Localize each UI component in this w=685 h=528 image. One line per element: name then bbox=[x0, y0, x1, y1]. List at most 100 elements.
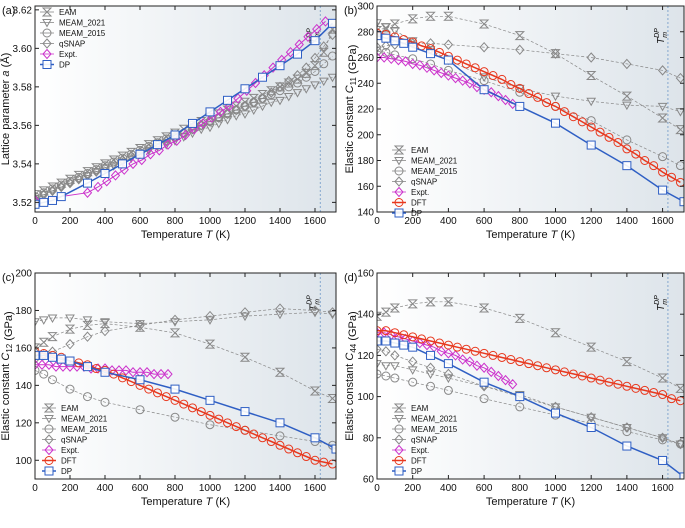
legend-label: Expt. bbox=[59, 50, 77, 59]
data-point-expt bbox=[377, 52, 382, 63]
data-point-dp bbox=[170, 130, 180, 140]
data-point-dp bbox=[205, 107, 215, 117]
data-point-dft bbox=[631, 149, 641, 159]
y-tick-label: 120 bbox=[15, 418, 32, 429]
x-tick-label: 600 bbox=[476, 483, 493, 494]
data-point-dft bbox=[586, 122, 596, 132]
data-point-dft bbox=[622, 144, 632, 154]
data-point-expt bbox=[436, 346, 446, 357]
data-point-expt bbox=[379, 52, 389, 63]
data-point-expt bbox=[128, 367, 138, 378]
data-point-expt bbox=[465, 77, 475, 89]
data-point-expt bbox=[44, 359, 54, 371]
data-point-dp bbox=[100, 367, 110, 377]
data-point-dp bbox=[310, 36, 320, 46]
legend-marker bbox=[44, 434, 54, 445]
data-point-dft bbox=[613, 379, 623, 389]
data-point-meam_2021 bbox=[240, 312, 250, 322]
data-point-meam_2015 bbox=[622, 135, 632, 145]
data-point-dft bbox=[153, 388, 162, 398]
legend-marker bbox=[44, 466, 54, 476]
data-point-expt bbox=[110, 170, 121, 181]
data-point-meam_2021 bbox=[222, 116, 233, 125]
data-point-qsnap bbox=[240, 100, 250, 112]
data-point-dft bbox=[319, 457, 329, 467]
x-tick-label: 1600 bbox=[651, 216, 674, 227]
data-point-dp bbox=[408, 42, 418, 52]
x-tick-label: 1600 bbox=[304, 216, 327, 227]
data-point-expt bbox=[422, 62, 432, 74]
data-point-qsnap bbox=[586, 52, 596, 63]
data-point-meam_2021 bbox=[377, 360, 382, 369]
legend-label: qSNAP bbox=[61, 436, 87, 445]
data-point-meam_2015 bbox=[515, 402, 525, 412]
data-point-meam_2021 bbox=[266, 98, 277, 108]
data-point-meam_2021 bbox=[389, 362, 400, 371]
data-point-dp bbox=[586, 140, 596, 150]
data-point-qsnap bbox=[257, 93, 268, 104]
data-point-meam_2015 bbox=[319, 59, 329, 69]
data-point-dp bbox=[399, 38, 409, 48]
data-point-meam_2021 bbox=[550, 92, 561, 102]
data-point-dp bbox=[258, 72, 267, 82]
data-point-meam_2021 bbox=[377, 19, 382, 28]
data-point-meam_2021 bbox=[56, 183, 67, 192]
data-point-qsnap bbox=[231, 104, 241, 116]
series-group bbox=[377, 11, 684, 207]
legend-marker bbox=[394, 444, 404, 456]
data-point-dp bbox=[390, 36, 400, 46]
x-tick-label: 200 bbox=[62, 483, 79, 494]
data-point-eam bbox=[274, 367, 286, 377]
panel-letter: (a) bbox=[2, 5, 15, 17]
data-point-dft bbox=[524, 89, 534, 99]
y-tick-label: 3.62 bbox=[13, 5, 33, 16]
legend-marker bbox=[394, 157, 404, 166]
data-point-eam bbox=[657, 113, 668, 123]
data-point-dft bbox=[399, 330, 409, 340]
data-point-meam_2021 bbox=[231, 112, 242, 121]
y-tick-label: 140 bbox=[15, 381, 32, 392]
series-line-dft bbox=[377, 32, 681, 184]
data-point-eam bbox=[38, 337, 49, 347]
data-point-dft bbox=[488, 71, 498, 81]
data-point-dft bbox=[550, 365, 560, 375]
data-point-expt bbox=[35, 195, 40, 206]
x-tick-label: 1600 bbox=[651, 483, 674, 494]
x-tick-label: 400 bbox=[97, 216, 114, 227]
data-point-dft bbox=[515, 357, 525, 367]
y-tick-label: 120 bbox=[357, 351, 374, 362]
legend-marker bbox=[42, 48, 52, 60]
data-point-meam_2021 bbox=[82, 316, 93, 325]
legend-marker bbox=[44, 444, 54, 456]
series-group bbox=[35, 303, 336, 469]
data-point-dp bbox=[679, 472, 684, 479]
y-axis-title: Elastic constant C11 (GPa) bbox=[344, 45, 359, 174]
data-point-eam bbox=[585, 71, 597, 81]
data-point-expt bbox=[51, 361, 61, 372]
data-point-meam_2021 bbox=[550, 403, 561, 412]
data-point-meam_2015 bbox=[266, 90, 276, 100]
data-point-dp bbox=[381, 336, 391, 346]
legend-marker bbox=[394, 198, 404, 207]
data-point-qsnap bbox=[65, 177, 75, 189]
data-point-meam_2015 bbox=[381, 371, 391, 381]
data-point-dp bbox=[586, 423, 596, 432]
data-point-dp bbox=[39, 197, 49, 207]
data-point-dp bbox=[205, 395, 215, 405]
data-point-dp bbox=[118, 159, 127, 169]
data-point-meam_2021 bbox=[275, 96, 285, 106]
data-point-expt bbox=[180, 129, 191, 141]
data-point-qsnap bbox=[82, 331, 93, 342]
data-point-qsnap bbox=[443, 368, 454, 380]
data-point-qsnap bbox=[310, 305, 320, 316]
data-point-dft bbox=[258, 433, 267, 443]
data-point-dp bbox=[35, 350, 40, 360]
y-tick-label: 3.56 bbox=[13, 121, 33, 132]
data-point-dft bbox=[577, 117, 587, 127]
x-axis-title: Temperature T (K) bbox=[141, 229, 230, 241]
data-point-dft bbox=[188, 403, 197, 413]
data-point-meam_2015 bbox=[408, 54, 418, 64]
x-tick-label: 0 bbox=[32, 483, 38, 494]
legend-marker bbox=[394, 424, 404, 434]
data-point-dp bbox=[622, 161, 632, 171]
